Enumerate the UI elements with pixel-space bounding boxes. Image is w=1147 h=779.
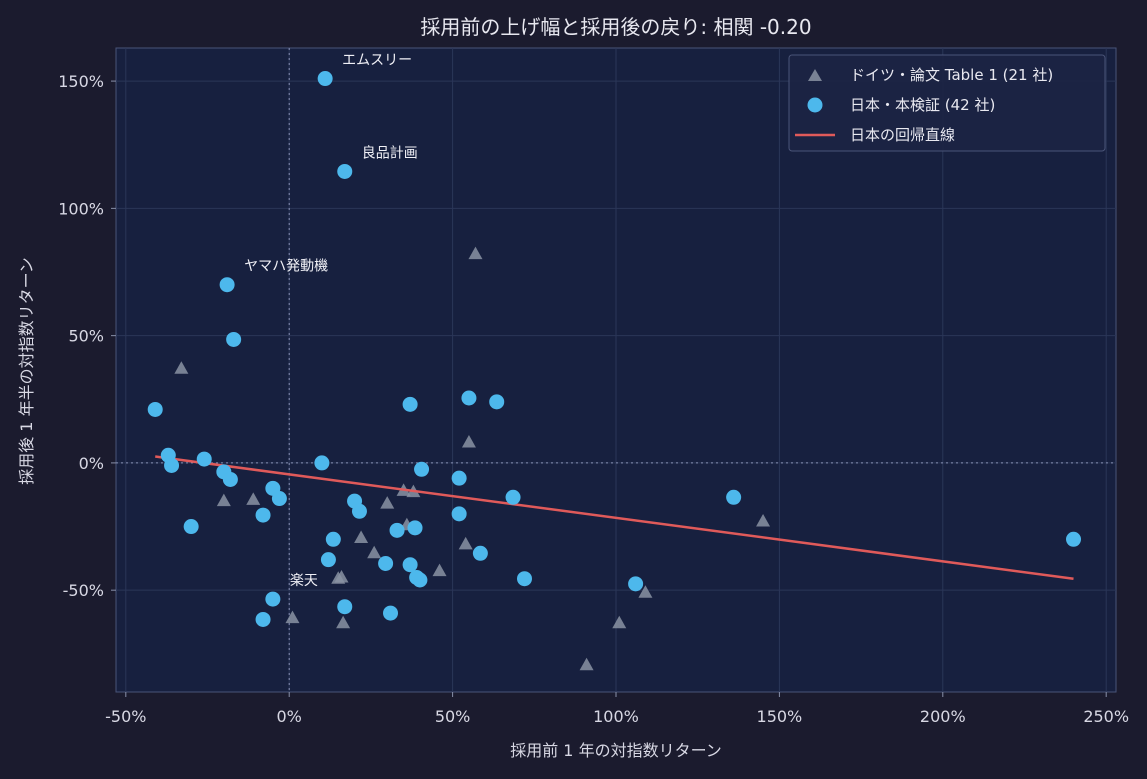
japan-point xyxy=(378,555,394,571)
x-tick-label: 0% xyxy=(277,707,302,726)
series-japan xyxy=(147,71,1082,627)
axis-ticks: -50% 0% 50% 100% 150% 200% 250% -50% 0% 50% 100% 15… xyxy=(58,72,1129,726)
x-tick-label: 150% xyxy=(757,707,803,726)
zero-reference-lines xyxy=(116,48,1116,692)
germany-point xyxy=(461,435,476,448)
japan-point xyxy=(222,471,238,487)
japan-point xyxy=(255,611,271,627)
japan-point xyxy=(389,522,405,538)
japan-point xyxy=(320,552,336,568)
japan-point xyxy=(147,401,163,417)
grid xyxy=(116,48,1116,692)
japan-point xyxy=(325,531,341,547)
japan-point xyxy=(726,489,742,505)
germany-point xyxy=(336,615,351,629)
japan-point xyxy=(265,591,281,607)
japan-point xyxy=(183,519,199,535)
japan-point xyxy=(472,545,488,561)
japan-point xyxy=(383,605,399,621)
japan-point xyxy=(255,507,271,523)
japan-point xyxy=(317,71,333,87)
japan-point xyxy=(226,331,242,347)
japan-point xyxy=(196,451,212,467)
japan-point xyxy=(1066,531,1082,547)
regression-line xyxy=(155,455,1074,580)
y-tick-label: 150% xyxy=(58,72,104,91)
x-tick-label: 50% xyxy=(435,707,471,726)
x-tick-label: -50% xyxy=(105,707,146,726)
y-tick-label: -50% xyxy=(63,581,104,600)
y-axis-label: 採用後 1 年半の対指数リターン xyxy=(17,257,36,485)
germany-point xyxy=(468,246,483,260)
legend-germany-label: ドイツ・論文 Table 1 (21 社) xyxy=(850,66,1053,84)
japan-point xyxy=(451,506,467,522)
regression-layer xyxy=(155,455,1074,580)
japan-point xyxy=(516,571,532,587)
y-tick-label: 100% xyxy=(58,199,104,218)
japan-point xyxy=(402,557,418,573)
annotation-label: 良品計画 xyxy=(362,145,418,161)
japan-point xyxy=(337,599,353,615)
japan-point xyxy=(489,394,505,410)
germany-point xyxy=(285,610,300,624)
japan-point xyxy=(412,572,428,588)
legend-box xyxy=(788,54,1106,152)
japan-point xyxy=(351,503,367,519)
germany-point xyxy=(756,513,771,527)
x-tick-label: 250% xyxy=(1083,707,1129,726)
y-tick-label: 0% xyxy=(79,454,104,473)
chart-title: 採用前の上げ幅と採用後の戻り: 相関 -0.20 xyxy=(420,15,811,39)
japan-point xyxy=(414,461,430,477)
germany-point xyxy=(334,569,349,583)
japan-point xyxy=(407,520,423,536)
japan-point xyxy=(505,489,521,505)
germany-point xyxy=(432,563,447,577)
japan-point xyxy=(271,491,287,507)
y-tick-label: 50% xyxy=(68,327,104,346)
legend-regression-label: 日本の回帰直線 xyxy=(850,126,955,144)
x-axis-label: 採用前 1 年の対指数リターン xyxy=(510,741,722,760)
japan-point xyxy=(628,576,644,592)
japan-point xyxy=(337,163,353,179)
germany-point xyxy=(174,361,189,374)
germany-point xyxy=(612,615,627,629)
legend-germany-marker xyxy=(808,69,822,81)
japan-point xyxy=(164,457,180,473)
japan-point xyxy=(451,470,467,486)
germany-point xyxy=(246,492,261,505)
germany-point xyxy=(579,657,594,671)
annotation-label: 楽天 xyxy=(290,573,318,589)
japan-point xyxy=(461,390,477,406)
japan-point xyxy=(402,396,418,412)
legend-japan-label: 日本・本検証 (42 社) xyxy=(850,96,995,114)
annotation-label: ヤマハ発動機 xyxy=(244,259,328,275)
germany-point xyxy=(216,493,231,507)
annotation-label: エムスリー xyxy=(342,53,412,69)
germany-point xyxy=(638,585,653,598)
japan-point xyxy=(314,455,330,471)
legend-japan-marker xyxy=(807,97,823,113)
germany-point xyxy=(458,536,473,550)
x-tick-label: 100% xyxy=(593,707,639,726)
germany-point xyxy=(367,545,382,559)
japan-point xyxy=(219,277,235,293)
germany-point xyxy=(354,530,369,543)
germany-point xyxy=(380,496,395,509)
x-tick-label: 200% xyxy=(920,707,966,726)
legend: ドイツ・論文 Table 1 (21 社) 日本・本検証 (42 社) 日本の回… xyxy=(788,54,1106,152)
